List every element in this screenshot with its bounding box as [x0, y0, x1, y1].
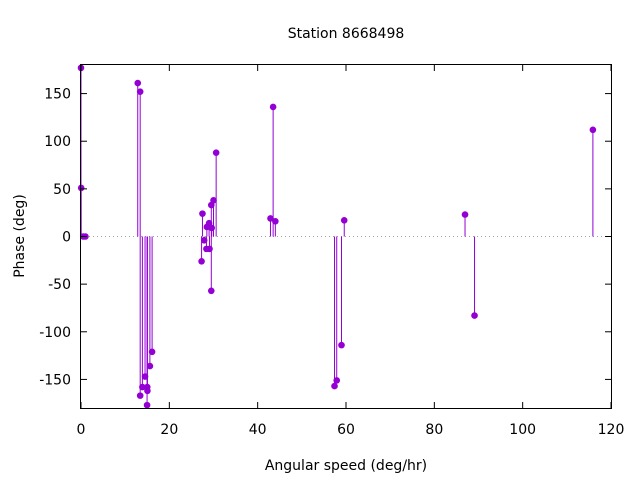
data-point-14: [198, 257, 205, 265]
data-point-28: [272, 217, 279, 225]
data-point-7: [139, 383, 146, 391]
data-point-33: [461, 211, 469, 218]
point-layer: [77, 64, 597, 409]
data-point-30: [333, 377, 341, 384]
x-tick-label-20: 20: [160, 422, 178, 438]
data-point-9: [143, 401, 151, 409]
plot-frame: [80, 64, 612, 409]
data-point-31: [338, 341, 345, 349]
data-point-27: [269, 103, 277, 111]
data-point-4: [134, 79, 142, 87]
x-tick-label-120: 120: [598, 422, 625, 438]
data-point-21: [207, 287, 215, 295]
data-point-5: [136, 88, 144, 95]
data-point-1: [77, 184, 85, 192]
x-axis-label: Angular speed (deg/hr): [265, 458, 427, 474]
y-tick-label--100: -100: [39, 325, 71, 341]
data-point-24: [210, 196, 217, 204]
y-tick-label-150: 150: [44, 87, 71, 103]
data-point-25: [212, 149, 220, 156]
x-tick-label-40: 40: [249, 422, 267, 438]
y-tick-label--50: -50: [48, 277, 71, 293]
data-point-34: [471, 312, 478, 319]
chart-title: Station 8668498: [288, 26, 405, 42]
y-tick-label-0: 0: [62, 230, 71, 246]
data-point-11: [144, 387, 151, 395]
data-point-35: [589, 126, 597, 134]
x-tick-label-0: 0: [77, 422, 86, 438]
data-point-29: [331, 382, 338, 390]
x-tick-label-60: 60: [337, 422, 355, 438]
data-point-26: [267, 215, 274, 222]
y-tick-label-50: 50: [53, 182, 71, 198]
x-tick-label-100: 100: [509, 422, 536, 438]
y-axis-label: Phase (deg): [12, 194, 28, 278]
data-point-8: [141, 373, 149, 380]
x-axis: 0 20 40 60 80 100 120: [77, 65, 625, 438]
data-point-12: [146, 362, 154, 370]
data-point-32: [340, 217, 348, 224]
y-axis: -150 -100 -50 0 50 100 150: [39, 87, 611, 388]
x-tick-label-80: 80: [425, 422, 443, 438]
data-point-23: [208, 224, 216, 232]
data-point-16: [200, 237, 208, 244]
data-point-6: [136, 392, 144, 399]
data-point-13: [148, 348, 156, 356]
data-point-15: [199, 210, 206, 217]
y-tick-label--150: -150: [39, 372, 71, 388]
y-tick-label-100: 100: [44, 134, 71, 150]
data-point-20: [206, 245, 213, 253]
